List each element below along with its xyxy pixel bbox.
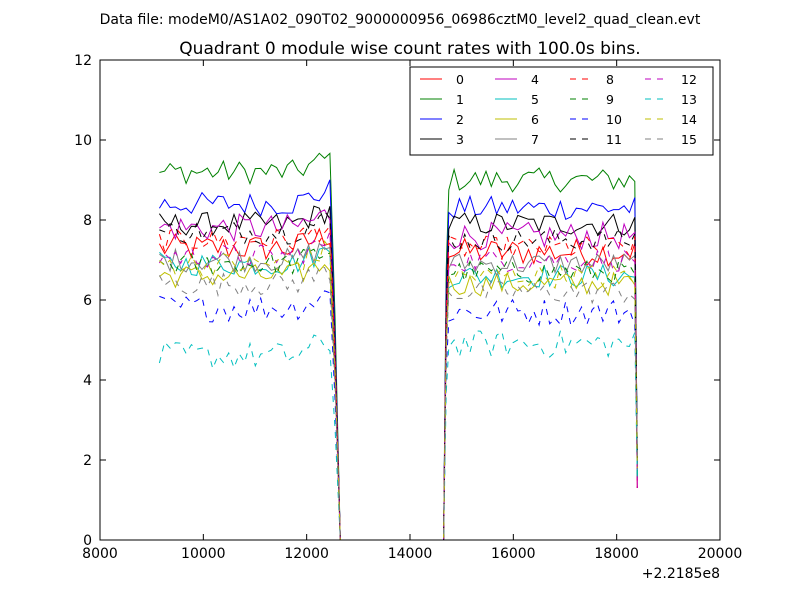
series-group: [158, 152, 638, 540]
x-tick-label: 10000: [181, 546, 226, 562]
x-tick-label: 16000: [491, 546, 536, 562]
legend-label-6: 6: [531, 112, 539, 127]
legend-label-13: 13: [681, 92, 697, 107]
legend-label-10: 10: [606, 112, 622, 127]
legend-label-8: 8: [606, 72, 614, 87]
series-line-15: [158, 266, 638, 540]
series-line-12: [158, 231, 638, 540]
data-file-label: Data file: modeM0/AS1A02_090T02_90000009…: [100, 12, 701, 28]
series-line-4: [159, 209, 638, 540]
series-line-2: [158, 179, 638, 540]
legend-label-9: 9: [606, 92, 614, 107]
legend-label-3: 3: [456, 132, 464, 147]
series-line-13: [158, 330, 638, 540]
legend-label-11: 11: [606, 132, 622, 147]
legend-box: [409, 66, 714, 156]
x-tick-label: 14000: [388, 546, 433, 562]
series-line-14: [159, 240, 638, 540]
series-line-5: [159, 246, 638, 540]
chart-title: Quadrant 0 module wise count rates with …: [179, 39, 640, 59]
legend-label-12: 12: [681, 72, 697, 87]
series-line-11: [159, 210, 638, 540]
y-tick-label: 12: [74, 53, 92, 69]
x-tick-label: 12000: [284, 546, 329, 562]
legend-label-2: 2: [456, 112, 464, 127]
legend-label-5: 5: [531, 92, 539, 107]
series-line-1: [159, 152, 638, 540]
legend-label-7: 7: [531, 132, 539, 147]
series-line-7: [159, 242, 638, 540]
x-offset-label: +2.2185e8: [642, 566, 720, 582]
y-tick-label: 10: [74, 133, 92, 149]
series-line-6: [159, 262, 638, 540]
y-tick-label: 6: [83, 293, 92, 309]
y-tick-label: 0: [83, 533, 92, 549]
legend-label-4: 4: [531, 72, 539, 87]
series-line-10: [159, 290, 638, 540]
series-line-3: [158, 205, 638, 540]
legend-label-0: 0: [456, 72, 464, 87]
series-line-8: [158, 224, 638, 540]
x-tick-label: 18000: [594, 546, 639, 562]
y-tick-label: 4: [83, 373, 92, 389]
legend-label-1: 1: [456, 92, 464, 107]
y-tick-label: 2: [83, 453, 92, 469]
legend-label-15: 15: [681, 132, 697, 147]
x-tick-label: 20000: [698, 546, 743, 562]
series-line-0: [158, 227, 638, 540]
x-tick-label: 8000: [82, 546, 118, 562]
legend-label-14: 14: [681, 112, 697, 127]
y-tick-label: 8: [83, 213, 92, 229]
